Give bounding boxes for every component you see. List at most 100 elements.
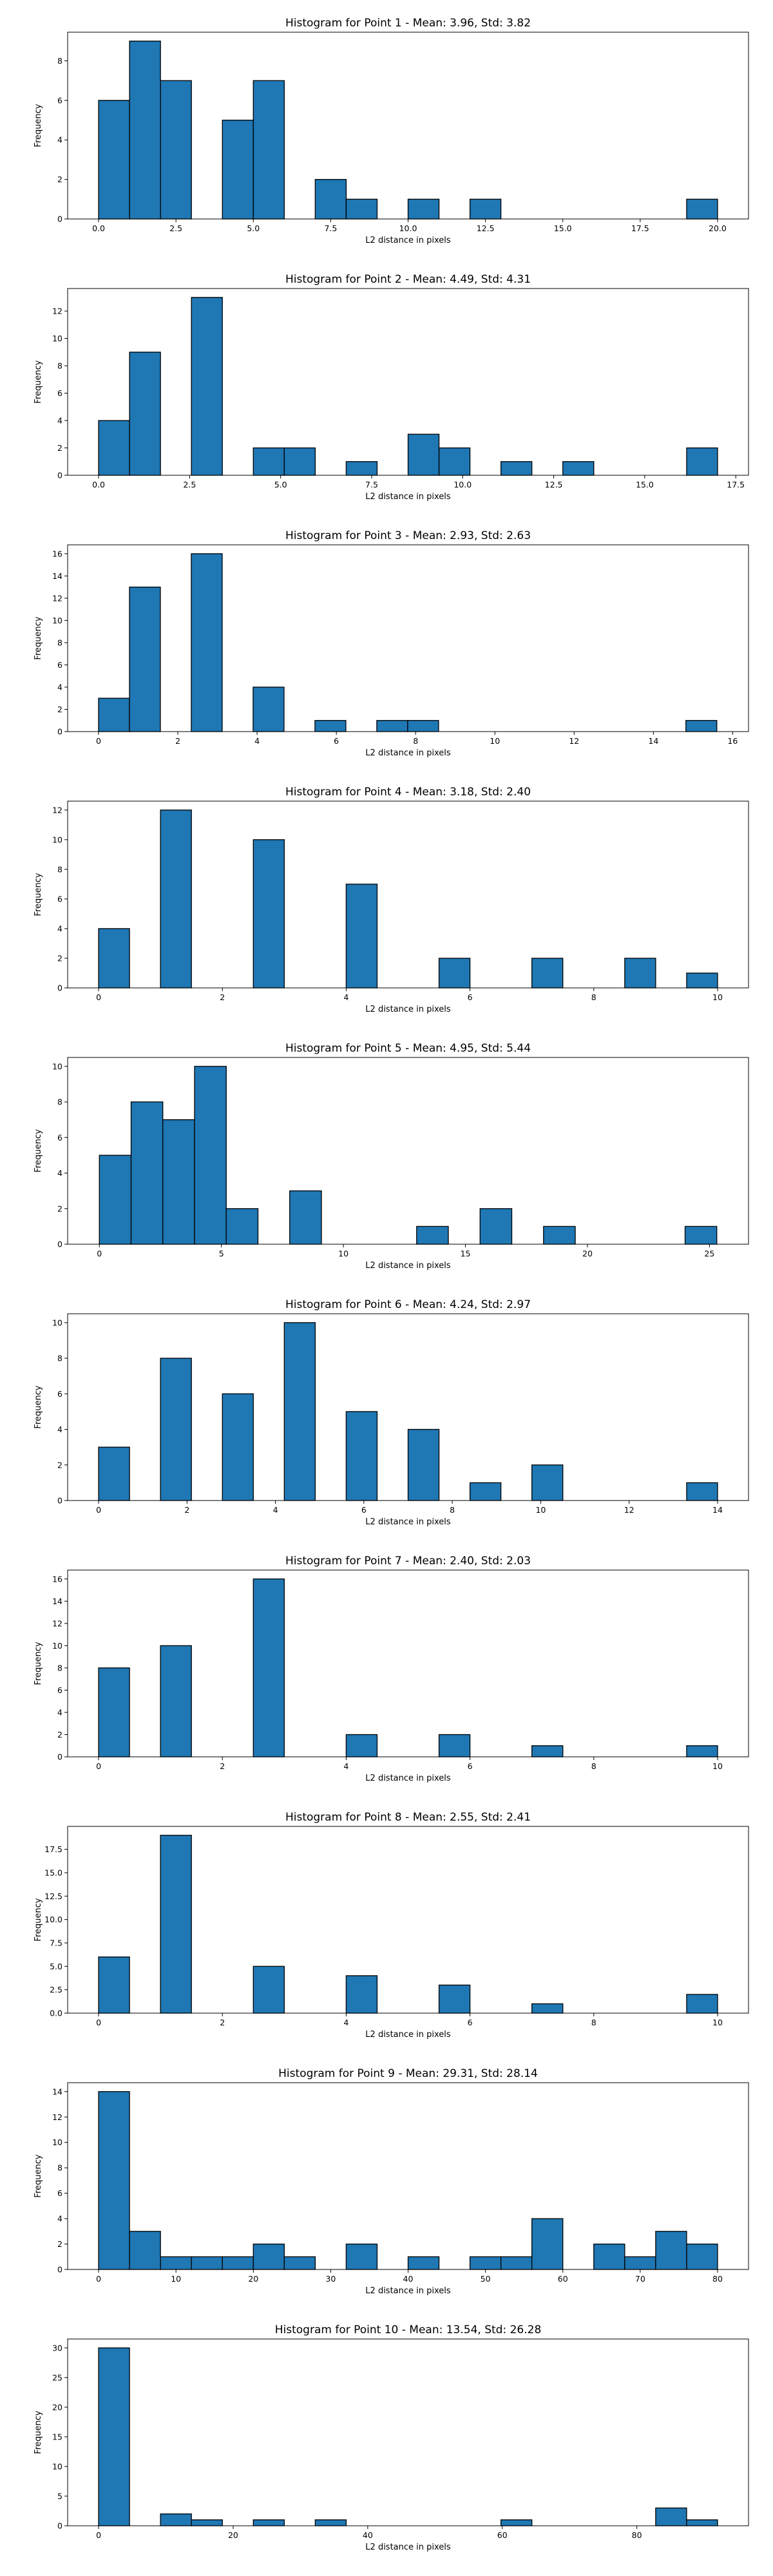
histogram-bar	[191, 2519, 223, 2526]
x-tick-label: 7.5	[365, 480, 378, 489]
histogram-bar	[407, 1428, 440, 1501]
histogram-bar	[531, 958, 564, 989]
x-tick-label: 6	[468, 992, 473, 1002]
histogram-bar	[407, 720, 439, 732]
x-axis-label: L2 distance in pixels	[365, 492, 451, 502]
x-tick-label: 14	[712, 1505, 723, 1515]
x-tick-label: 5.0	[274, 480, 287, 489]
x-tick-label: 4	[343, 992, 348, 1002]
y-tick-label: 2	[57, 953, 62, 963]
x-tick-label: 20	[582, 1249, 593, 1258]
histogram-bar	[500, 2519, 533, 2526]
x-tick-label: 2	[220, 2018, 225, 2027]
histogram-bar	[191, 553, 223, 732]
chart-title: Histogram for Point 6 - Mean: 4.24, Std:…	[285, 1298, 531, 1311]
chart-title: Histogram for Point 9 - Mean: 29.31, Std…	[278, 2067, 538, 2080]
y-axis-label: Frequency	[33, 1642, 43, 1685]
histogram-bar	[407, 198, 440, 220]
histogram-bar	[253, 839, 285, 989]
x-tick-label: 10	[490, 736, 500, 746]
x-tick-label: 10	[338, 1249, 348, 1258]
x-tick-label: 0	[97, 1249, 102, 1258]
histogram-bar	[160, 80, 192, 220]
x-tick-label: 40	[363, 2530, 373, 2540]
x-tick-label: 12.5	[477, 223, 495, 233]
y-tick-label: 10	[52, 835, 62, 844]
x-tick-label: 15.0	[554, 223, 572, 233]
x-tick-label: 50	[481, 2274, 491, 2284]
x-tick-label: 0	[96, 1761, 101, 1771]
x-tick-label: 80	[712, 2274, 723, 2284]
histogram-bar	[345, 461, 378, 476]
histogram-bar	[98, 100, 130, 220]
y-axis-label: Frequency	[33, 1385, 43, 1428]
histogram-bar	[283, 1322, 316, 1501]
histogram-bar	[531, 2003, 564, 2014]
y-tick-label: 2	[57, 705, 62, 714]
histogram-bar	[98, 2091, 130, 2270]
histogram-bar	[686, 1482, 718, 1501]
y-tick-label: 10	[52, 1061, 62, 1071]
y-tick-label: 10	[52, 1641, 62, 1651]
x-axis-label: L2 distance in pixels	[365, 2286, 451, 2296]
plot-frame	[67, 2082, 749, 2270]
y-tick-label: 12	[52, 307, 62, 316]
y-tick-label: 30	[52, 2343, 62, 2353]
histogram-bar	[160, 2513, 192, 2526]
histogram-bar	[253, 2243, 285, 2270]
histogram-bar	[160, 1645, 192, 1757]
histogram-bar	[685, 720, 718, 732]
x-tick-label: 80	[632, 2530, 642, 2540]
x-tick-label: 17.5	[727, 480, 745, 489]
y-tick-label: 6	[57, 660, 62, 670]
x-tick-label: 0.0	[92, 480, 105, 489]
x-tick-label: 2	[184, 1505, 189, 1515]
histogram-bar	[222, 1393, 254, 1501]
y-tick-label: 6	[57, 95, 62, 105]
histogram-bar	[129, 2231, 161, 2270]
x-tick-label: 10	[712, 1761, 723, 1771]
histogram-bar	[98, 2347, 130, 2526]
x-tick-label: 2	[220, 1761, 225, 1771]
y-tick-label: 4	[57, 923, 62, 933]
x-axis-label: L2 distance in pixels	[365, 1261, 451, 1271]
y-tick-label: 2	[57, 175, 62, 184]
histogram-bar	[160, 1835, 192, 2014]
y-tick-label: 2	[57, 1730, 62, 1739]
x-tick-label: 12	[624, 1505, 635, 1515]
histogram-panel-6: Histogram for Point 6 - Mean: 4.24, Std:…	[33, 1298, 749, 1527]
y-tick-label: 8	[57, 56, 62, 66]
x-tick-label: 10	[535, 1505, 546, 1515]
histogram-bar	[253, 1965, 285, 2014]
histogram-panel-9: Histogram for Point 9 - Mean: 29.31, Std…	[33, 2067, 749, 2296]
x-tick-label: 60	[558, 2274, 568, 2284]
x-tick-label: 2.5	[183, 480, 196, 489]
y-tick-label: 12	[52, 1618, 62, 1628]
histogram-bar	[283, 2256, 316, 2270]
y-tick-label: 8	[57, 361, 62, 371]
histogram-bar	[684, 1226, 718, 1245]
histogram-panel-7: Histogram for Point 7 - Mean: 2.40, Std:…	[33, 1555, 749, 1783]
chart-title: Histogram for Point 3 - Mean: 2.93, Std:…	[285, 529, 531, 542]
x-tick-label: 20	[248, 2274, 258, 2284]
y-tick-label: 0	[57, 983, 62, 993]
histogram-bar	[99, 1155, 132, 1245]
y-tick-label: 14	[52, 571, 62, 581]
histogram-bar	[191, 297, 223, 476]
x-tick-label: 0.0	[92, 223, 105, 233]
histogram-bar	[407, 2256, 440, 2270]
histogram-bar	[160, 810, 192, 989]
x-tick-label: 20.0	[709, 223, 727, 233]
histogram-bar	[160, 1358, 192, 1501]
x-tick-label: 6	[468, 2018, 473, 2027]
histogram-bar	[253, 1578, 285, 1757]
histogram-panel-10: Histogram for Point 10 - Mean: 13.54, St…	[33, 2324, 749, 2552]
y-tick-label: 14	[52, 1596, 62, 1606]
y-tick-label: 16	[52, 549, 62, 558]
plot-frame	[67, 288, 749, 476]
histogram-panel-2: Histogram for Point 2 - Mean: 4.49, Std:…	[33, 273, 749, 502]
y-tick-label: 2	[57, 1204, 62, 1213]
histogram-bar	[624, 2256, 656, 2270]
y-tick-label: 5.0	[50, 1962, 62, 1971]
histogram-bar	[98, 1667, 130, 1757]
